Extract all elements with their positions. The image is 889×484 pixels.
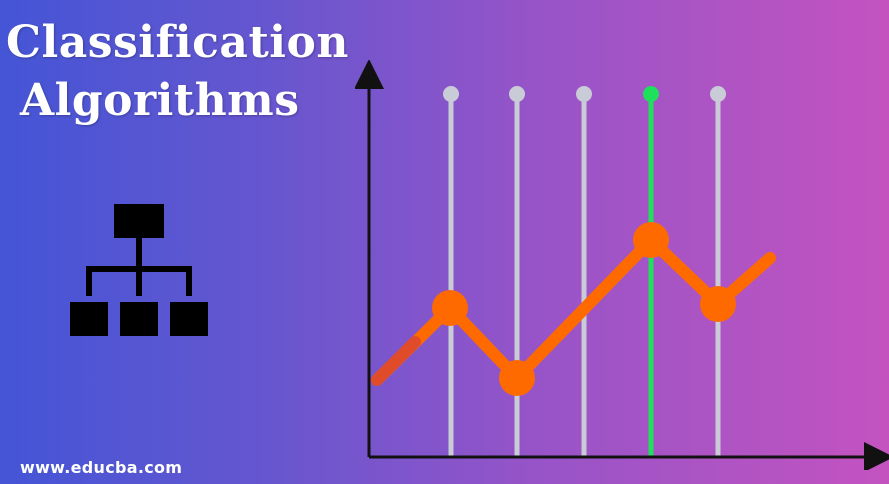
trend-point bbox=[499, 360, 535, 396]
title-line-2: Algorithms bbox=[20, 75, 300, 126]
trend-point bbox=[432, 290, 468, 326]
bar-knob bbox=[576, 86, 592, 102]
bar-knob-highlight bbox=[643, 86, 659, 102]
bar-knob bbox=[509, 86, 525, 102]
hierarchy-icon bbox=[70, 204, 208, 336]
title-line-1: Classification bbox=[6, 17, 349, 68]
trend-point bbox=[633, 222, 669, 258]
vertical-bars bbox=[443, 86, 726, 459]
hierarchy-trunk bbox=[136, 238, 142, 268]
footer-url: www.educba.com bbox=[20, 458, 183, 477]
hierarchy-child-node bbox=[170, 302, 208, 336]
hierarchy-child-node bbox=[120, 302, 158, 336]
page-title: Classification Algorithms bbox=[6, 14, 349, 130]
trend-point bbox=[700, 286, 736, 322]
bar-knob bbox=[710, 86, 726, 102]
trend-line-start bbox=[371, 336, 421, 386]
bar-knob bbox=[443, 86, 459, 102]
line-chart-illustration bbox=[355, 60, 889, 470]
hierarchy-top-node bbox=[114, 204, 164, 238]
hierarchy-child-node bbox=[70, 302, 108, 336]
trend-line bbox=[371, 222, 776, 396]
